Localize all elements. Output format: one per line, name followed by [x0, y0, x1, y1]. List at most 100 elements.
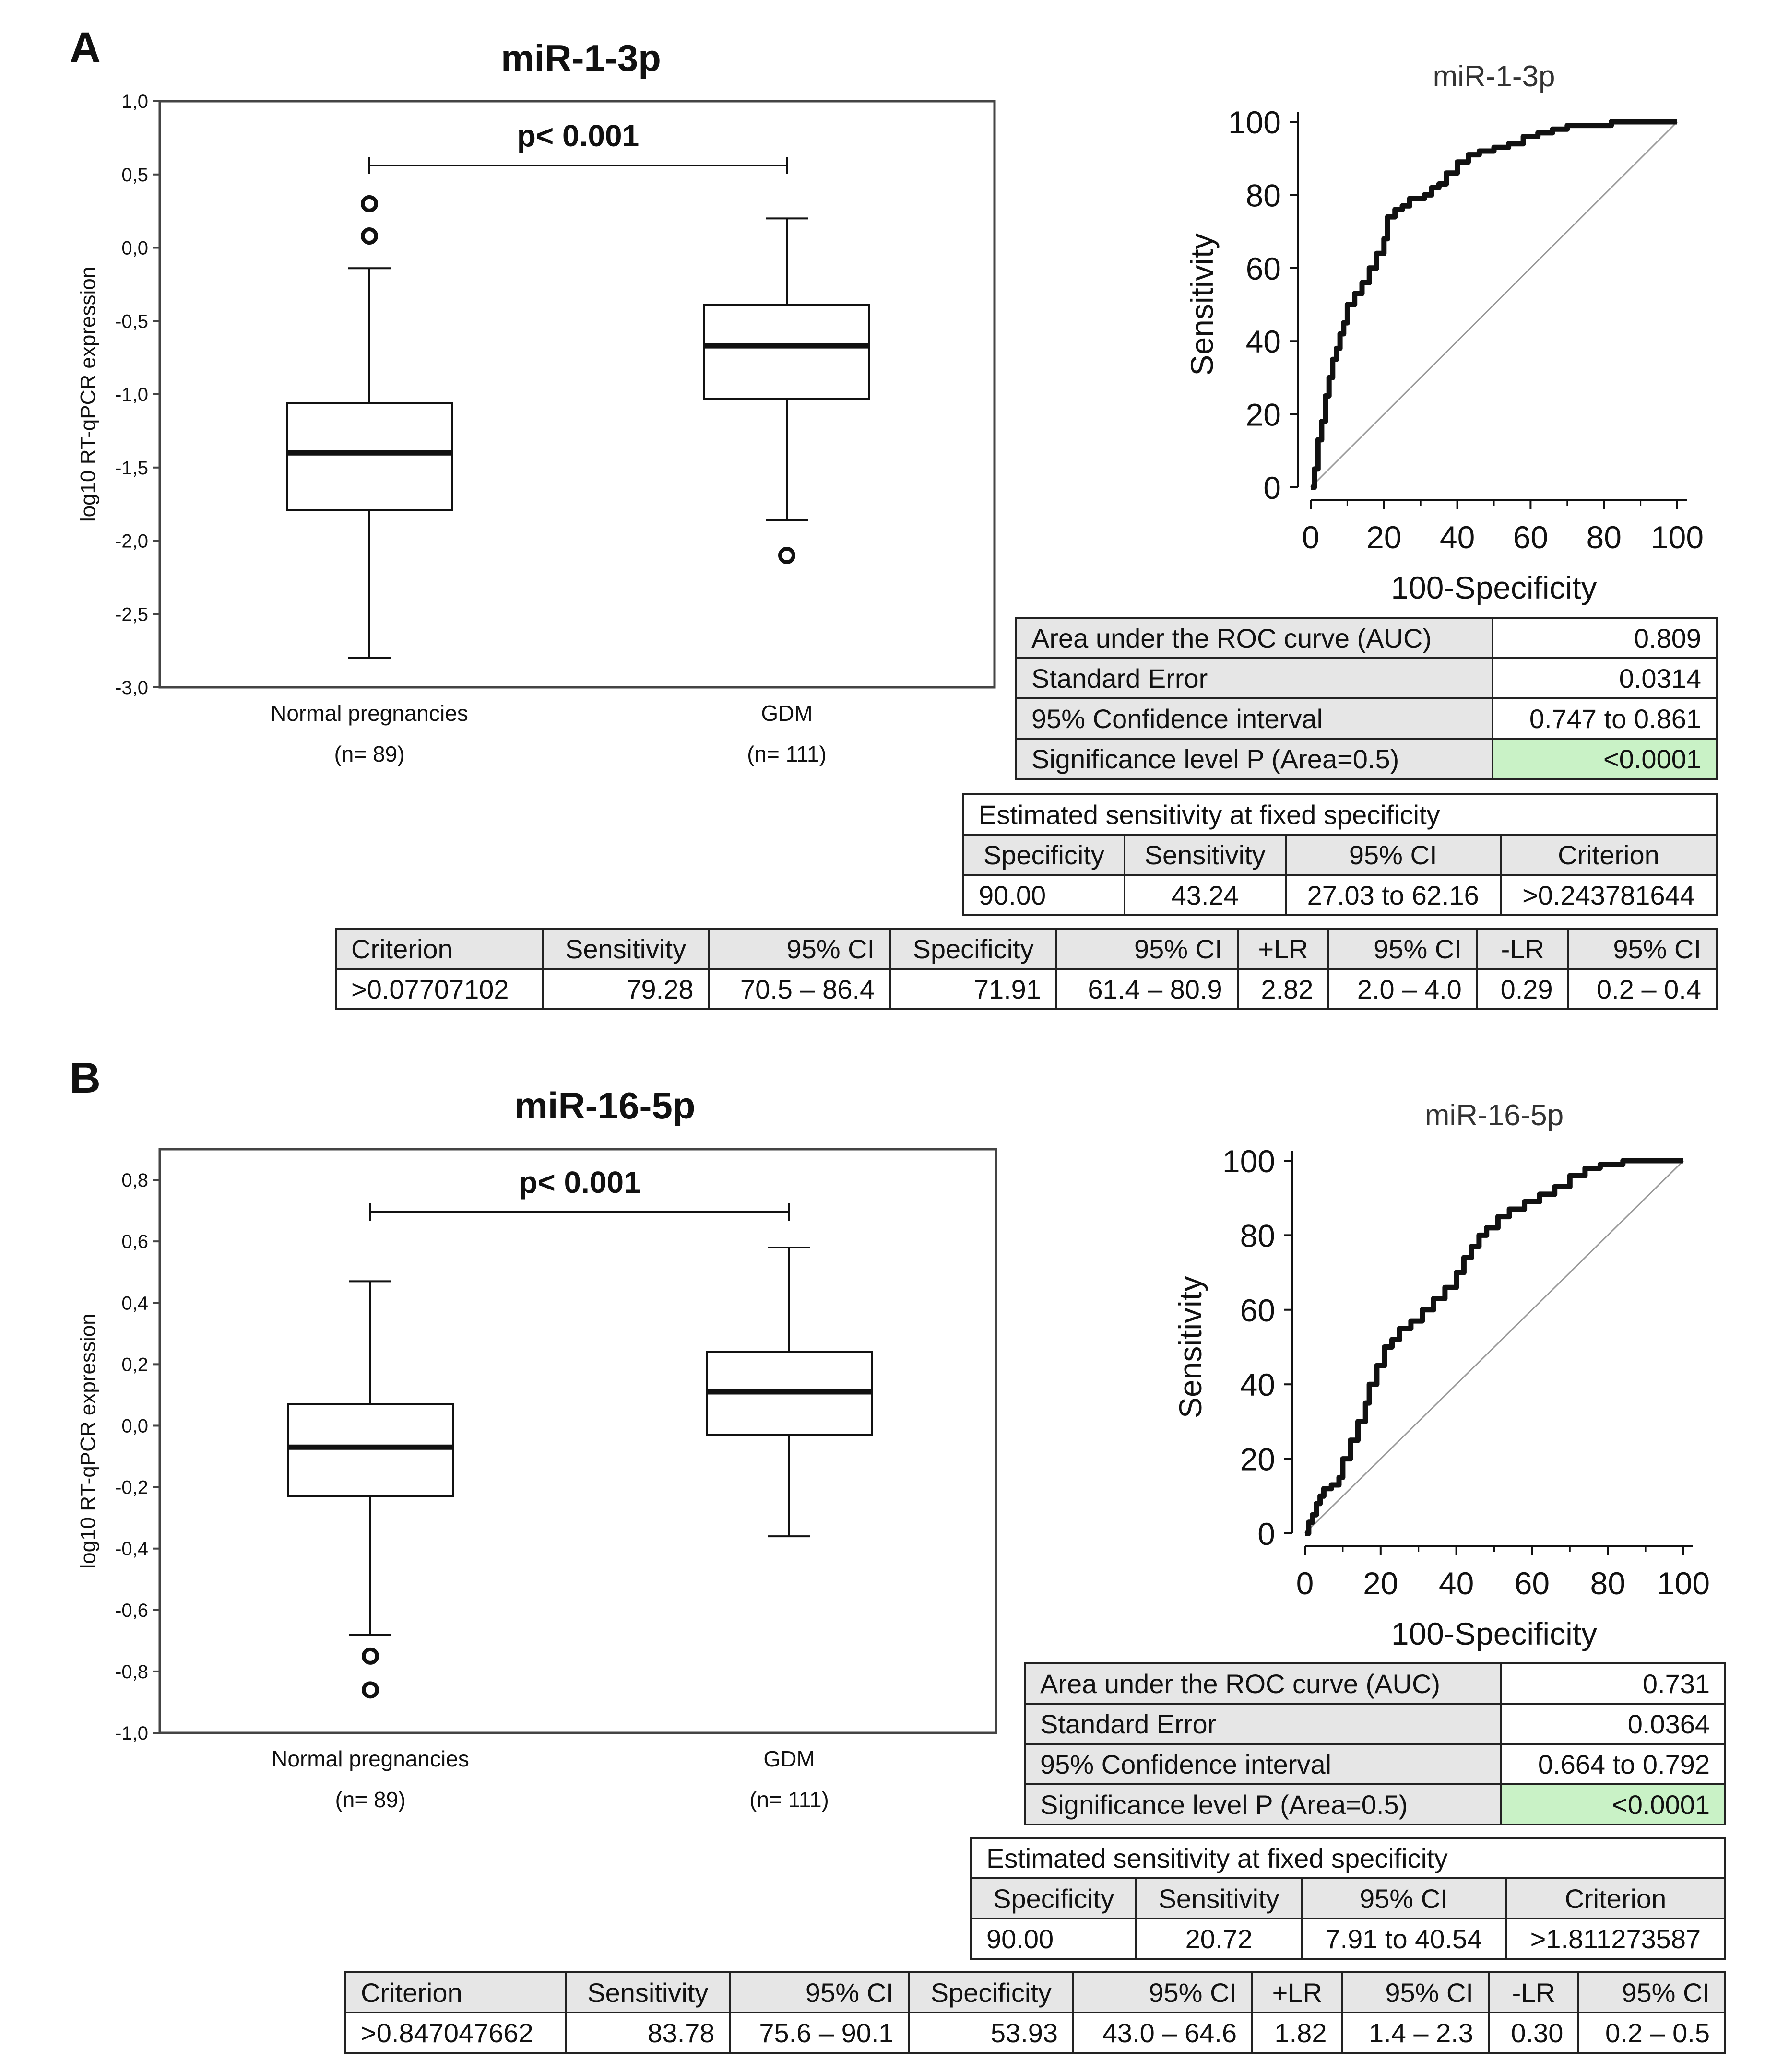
crit-header: 95% CI	[729, 1971, 910, 2013]
estimated-sensitivity-table-a: Estimated sensitivity at fixed specifici…	[962, 793, 1718, 916]
crit-value: 0.30	[1487, 2012, 1580, 2054]
auc-label: Standard Error	[1023, 1703, 1503, 1745]
crit-header: +LR	[1251, 1971, 1343, 2013]
auc-label: Significance level P (Area=0.5)	[1023, 1783, 1503, 1825]
crit-value: 53.93	[908, 2012, 1075, 2054]
auc-row: 95% Confidence interval 0.747 to 0.861	[1015, 697, 1718, 740]
roc-title: miR-16-5p	[1425, 1099, 1564, 1132]
group-n-label: (n= 89)	[335, 1787, 405, 1812]
roc-x-tick-label: 20	[1363, 1566, 1398, 1601]
roc-y-tick-label: 40	[1240, 1367, 1275, 1402]
crit-value: 70.5 – 86.4	[708, 968, 891, 1010]
group-n-label: (n= 111)	[747, 742, 827, 766]
est-header: Specificity	[962, 834, 1125, 876]
outlier-point	[362, 1681, 379, 1699]
group-label: GDM	[761, 701, 812, 726]
est-value: 7.91 to 40.54	[1300, 1918, 1507, 1960]
y-tick-label: -0,5	[115, 311, 148, 332]
group-n-label: (n= 89)	[334, 742, 404, 766]
crit-value: 83.78	[565, 2012, 731, 2054]
roc-y-tick-label: 100	[1222, 1143, 1275, 1179]
box-title: miR-1-3p	[501, 37, 661, 79]
roc-reference-diagonal	[1304, 1160, 1684, 1534]
crit-value-row: >0.07707102 79.28 70.5 – 86.4 71.91 61.4…	[335, 968, 1718, 1010]
est-header-row: Specificity Sensitivity 95% CI Criterion	[962, 834, 1718, 876]
roc-y-tick-label: 80	[1240, 1218, 1275, 1253]
roc-x-tick-label: 40	[1439, 1566, 1474, 1601]
roc-x-tick-label: 20	[1366, 519, 1401, 555]
outlier-point	[362, 1647, 379, 1665]
auc-row: 95% Confidence interval 0.664 to 0.792	[1023, 1743, 1726, 1785]
y-tick-label: 0,0	[121, 238, 148, 259]
auc-row: Standard Error 0.0314	[1015, 657, 1718, 699]
roc-x-tick-label: 0	[1296, 1566, 1314, 1601]
est-value: >1.811273587	[1505, 1918, 1727, 1960]
crit-header: 95% CI	[1327, 928, 1478, 970]
auc-value: 0.809	[1492, 617, 1718, 659]
crit-value: 0.29	[1476, 968, 1569, 1010]
auc-table-b: Area under the ROC curve (AUC) 0.731 Stan…	[1023, 1662, 1726, 1825]
crit-header: 95% CI	[1055, 928, 1239, 970]
roc-y-tick-label: 0	[1257, 1516, 1275, 1552]
auc-row: Area under the ROC curve (AUC) 0.809	[1015, 617, 1718, 659]
auc-label: 95% Confidence interval	[1023, 1743, 1503, 1785]
roc-x-axis-label: 100-Specificity	[1391, 1616, 1597, 1651]
est-value-row: 90.00 20.72 7.91 to 40.54 >1.811273587	[970, 1918, 1727, 1960]
y-tick-label: -0,4	[115, 1539, 148, 1560]
plot-frame	[158, 1148, 997, 1734]
est-header: 95% CI	[1300, 1877, 1507, 1919]
crit-value: 61.4 – 80.9	[1055, 968, 1239, 1010]
crit-header: Sensitivity	[565, 1971, 731, 2013]
roc-x-tick-label: 0	[1302, 519, 1320, 555]
outlier-point	[361, 195, 378, 212]
roc-y-axis-label: Sensitivity	[1184, 233, 1220, 376]
box-title: miR-16-5p	[514, 1084, 695, 1127]
iqr-box	[286, 402, 453, 511]
y-axis-label: log10 RT-qPCR expression	[76, 267, 100, 522]
y-tick-label: -0,8	[115, 1661, 148, 1683]
roc-y-tick-label: 80	[1246, 177, 1281, 213]
auc-value: 0.731	[1500, 1662, 1726, 1705]
crit-value: 79.28	[541, 968, 710, 1010]
auc-label: 95% Confidence interval	[1015, 697, 1494, 740]
est-value-row: 90.00 43.24 27.03 to 62.16 >0.243781644	[962, 874, 1718, 916]
crit-header: Specificity	[908, 1971, 1075, 2013]
est-header: Specificity	[970, 1877, 1137, 1919]
est-header: Sensitivity	[1135, 1877, 1303, 1919]
roc-x-tick-label: 100	[1657, 1566, 1710, 1601]
auc-value: 0.0314	[1492, 657, 1718, 699]
crit-value: 2.0 – 4.0	[1327, 968, 1478, 1010]
group-label: GDM	[763, 1746, 815, 1771]
crit-value: 75.6 – 90.1	[729, 2012, 910, 2054]
criterion-table-a: Criterion Sensitivity 95% CI Specificity…	[335, 928, 1718, 1010]
est-value: 90.00	[970, 1918, 1137, 1960]
est-value: 90.00	[962, 874, 1125, 916]
auc-row: Standard Error 0.0364	[1023, 1703, 1726, 1745]
crit-header: +LR	[1236, 928, 1330, 970]
crit-value: 1.82	[1251, 2012, 1343, 2054]
crit-value: 43.0 – 64.6	[1072, 2012, 1254, 2054]
crit-header: 95% CI	[708, 928, 891, 970]
y-tick-label: 1,0	[121, 91, 148, 112]
y-tick-label: 0,0	[121, 1415, 148, 1436]
y-tick-label: 0,4	[121, 1293, 148, 1314]
roc-y-tick-label: 20	[1246, 397, 1281, 433]
crit-value: >0.07707102	[335, 968, 544, 1010]
y-tick-label: 0,8	[121, 1170, 148, 1191]
roc-x-tick-label: 40	[1440, 519, 1475, 555]
outlier-point	[361, 227, 378, 245]
iqr-box	[287, 1403, 454, 1497]
crit-value: 71.91	[889, 968, 1057, 1010]
est-value: 20.72	[1135, 1918, 1303, 1960]
est-value: 27.03 to 62.16	[1284, 874, 1502, 916]
auc-row: Area under the ROC curve (AUC) 0.731	[1023, 1662, 1726, 1705]
crit-header: Criterion	[344, 1971, 567, 2013]
auc-value: 0.0364	[1500, 1703, 1726, 1745]
crit-value: 0.2 – 0.4	[1567, 968, 1718, 1010]
criterion-table-b: Criterion Sensitivity 95% CI Specificity…	[344, 1971, 1726, 2054]
roc-x-tick-label: 100	[1651, 519, 1704, 555]
y-tick-label: -3,0	[115, 677, 148, 698]
auc-label: Area under the ROC curve (AUC)	[1023, 1662, 1503, 1705]
est-value: >0.243781644	[1499, 874, 1718, 916]
roc-y-tick-label: 20	[1240, 1442, 1275, 1477]
